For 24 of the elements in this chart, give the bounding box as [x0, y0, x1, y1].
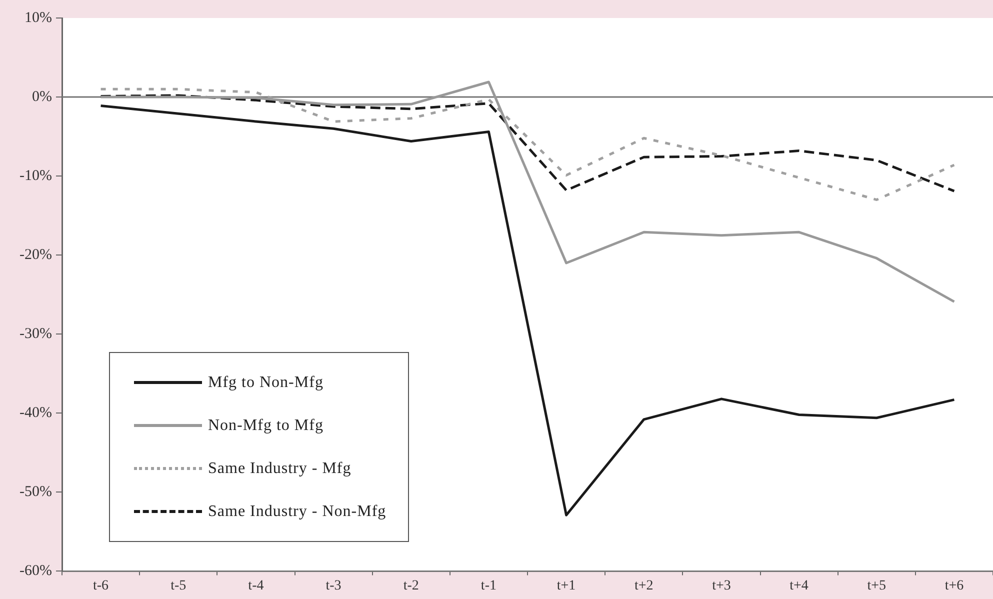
- y-tick-label: -10%: [20, 168, 52, 184]
- x-tick-label: t-5: [170, 578, 186, 594]
- x-tick-label: t+3: [712, 578, 731, 594]
- x-tick-label: t+1: [556, 578, 576, 594]
- y-tick-label: -30%: [20, 326, 52, 342]
- y-tick-label: -50%: [20, 484, 52, 500]
- legend-label: Mfg to Non-Mfg: [208, 374, 324, 392]
- legend-label: Same Industry - Mfg: [208, 460, 352, 478]
- legend-label: Same Industry - Non-Mfg: [208, 502, 386, 520]
- y-tick-label: -40%: [20, 405, 52, 422]
- x-tick-label: t+6: [944, 578, 964, 594]
- x-tick-label: t-4: [248, 578, 264, 594]
- y-tick-label: 0%: [32, 88, 52, 105]
- legend-label: Non-Mfg to Mfg: [208, 416, 324, 434]
- y-tick-label: 10%: [24, 10, 52, 26]
- x-tick-label: t+2: [634, 578, 654, 594]
- y-tick-label: -60%: [20, 563, 52, 580]
- x-tick-label: t+5: [867, 578, 886, 594]
- x-tick-label: t-3: [326, 578, 342, 594]
- x-tick-label: t-2: [403, 578, 419, 594]
- x-tick-label: t-1: [480, 578, 496, 594]
- x-tick-label: t-6: [93, 578, 109, 594]
- y-tick-label: -20%: [20, 247, 52, 264]
- x-tick-label: t+4: [790, 578, 808, 594]
